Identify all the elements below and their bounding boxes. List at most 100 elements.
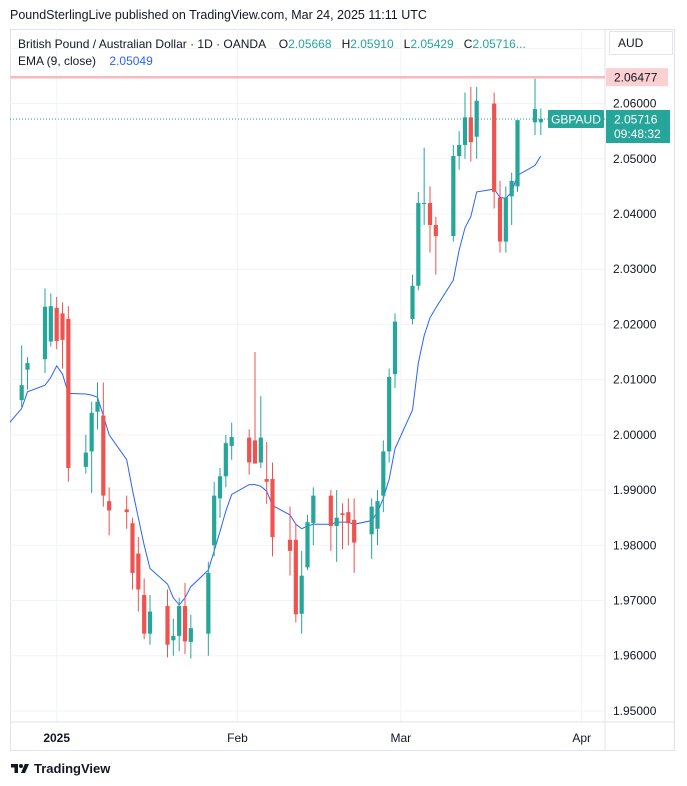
candle-body bbox=[83, 452, 88, 467]
time-axis[interactable]: 2025 Feb Mar Apr bbox=[43, 731, 591, 745]
candle-body bbox=[375, 501, 380, 529]
candle bbox=[188, 614, 193, 659]
candle bbox=[206, 561, 211, 656]
y-tick-label: 2.03000 bbox=[613, 262, 657, 276]
candle-body bbox=[509, 180, 514, 197]
candle-body bbox=[142, 594, 147, 634]
candle-body bbox=[165, 606, 170, 645]
symbol-tag-bg bbox=[548, 110, 604, 129]
candle-body bbox=[462, 117, 468, 145]
candle bbox=[328, 490, 333, 551]
candle bbox=[457, 131, 462, 170]
legend-symbol[interactable]: British Pound / Australian Dollar · 1D ·… bbox=[18, 37, 266, 51]
legend-l-label: L bbox=[403, 37, 411, 51]
legend-o-value: 2.05668 bbox=[288, 37, 332, 51]
candle-body bbox=[270, 479, 275, 538]
candle-body bbox=[48, 306, 53, 342]
candle bbox=[247, 429, 252, 475]
currency-selector[interactable]: AUD bbox=[609, 31, 673, 55]
candle-body bbox=[293, 539, 298, 615]
candle bbox=[258, 396, 263, 468]
candle-body bbox=[247, 437, 252, 463]
candle-body bbox=[89, 412, 94, 452]
candle bbox=[334, 490, 339, 562]
candle-body bbox=[101, 415, 106, 496]
candle bbox=[387, 368, 392, 463]
candle bbox=[42, 288, 48, 374]
price-chart[interactable]: 2.070002.060002.050002.040002.030002.020… bbox=[10, 29, 675, 751]
legend-ema-label[interactable]: EMA (9, close) bbox=[18, 54, 97, 68]
candle bbox=[136, 537, 141, 612]
candle-body bbox=[258, 437, 263, 463]
y-tick-label: 1.96000 bbox=[613, 649, 657, 663]
candle-body bbox=[410, 285, 415, 319]
candle-body bbox=[206, 572, 211, 634]
candle-body bbox=[311, 495, 316, 524]
y-tick-label: 1.97000 bbox=[613, 594, 657, 608]
candle bbox=[340, 503, 345, 550]
candle bbox=[48, 293, 53, 347]
candle bbox=[468, 86, 473, 162]
candle-body bbox=[66, 318, 71, 468]
candle bbox=[270, 462, 275, 557]
candle bbox=[130, 517, 135, 590]
candle-body bbox=[130, 523, 135, 573]
candle-body bbox=[19, 385, 24, 401]
y-tick-label: 2.06000 bbox=[613, 97, 657, 111]
ema-layer bbox=[10, 155, 542, 606]
candle bbox=[392, 313, 398, 388]
y-tick-label: 2.05000 bbox=[613, 152, 657, 166]
candle-body bbox=[392, 321, 398, 375]
candle-body bbox=[468, 117, 473, 143]
candle-body bbox=[182, 606, 188, 642]
candle-body bbox=[503, 197, 508, 242]
candle bbox=[416, 191, 421, 291]
candle bbox=[147, 594, 153, 645]
candle bbox=[427, 186, 433, 253]
y-tick-label: 2.04000 bbox=[613, 207, 657, 221]
candle bbox=[177, 597, 182, 652]
candle bbox=[171, 618, 176, 656]
candle-body bbox=[217, 476, 223, 499]
candle bbox=[381, 440, 386, 513]
horizontal-line-label: 2.06477 bbox=[614, 71, 658, 85]
candle bbox=[532, 78, 538, 136]
candle bbox=[422, 147, 427, 226]
candle-body bbox=[25, 363, 30, 370]
candle bbox=[95, 382, 100, 430]
legend-o-label: O bbox=[278, 37, 289, 51]
price-axis[interactable]: 2.070002.060002.050002.040002.030002.020… bbox=[613, 41, 657, 718]
candle bbox=[497, 180, 503, 253]
candle bbox=[25, 357, 30, 390]
candle bbox=[433, 216, 438, 275]
candle bbox=[509, 172, 514, 226]
x-tick-label: Apr bbox=[572, 731, 591, 745]
candle bbox=[124, 495, 129, 529]
candle bbox=[142, 578, 147, 640]
candle bbox=[293, 523, 298, 623]
candle-body bbox=[457, 144, 462, 157]
candle-body bbox=[346, 512, 351, 524]
candle bbox=[101, 382, 106, 507]
candle bbox=[451, 144, 456, 242]
candle bbox=[503, 186, 508, 253]
candle-body bbox=[299, 575, 304, 614]
candle-body bbox=[416, 202, 421, 286]
y-tick-label: 1.99000 bbox=[613, 483, 657, 497]
candle-body bbox=[252, 440, 258, 464]
candle-body bbox=[433, 225, 438, 237]
candle-body bbox=[171, 635, 176, 641]
y-tick-label: 2.02000 bbox=[613, 317, 657, 331]
chart-frame bbox=[10, 29, 675, 751]
candle bbox=[492, 92, 497, 209]
tradingview-footer: TradingView bbox=[10, 761, 110, 776]
candle bbox=[352, 498, 357, 573]
candle bbox=[410, 274, 415, 325]
candle-body bbox=[427, 202, 433, 226]
legend-c-value: 2.05716... bbox=[472, 37, 526, 51]
candle-body bbox=[538, 119, 543, 123]
candle bbox=[264, 442, 269, 504]
legend-h-label: H bbox=[341, 37, 351, 51]
candle bbox=[165, 589, 170, 658]
ema-line bbox=[10, 155, 542, 606]
